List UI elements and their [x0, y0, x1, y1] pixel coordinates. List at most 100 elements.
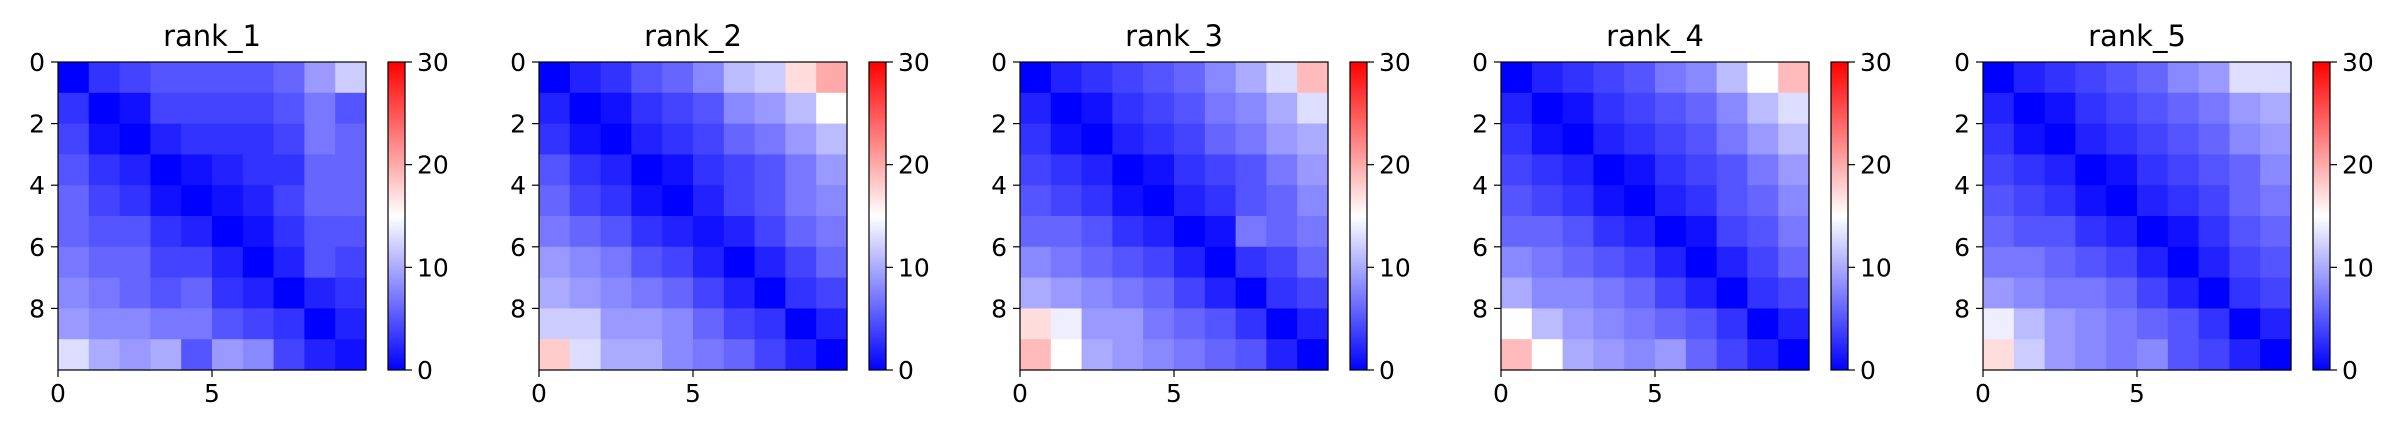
heatmap-cell [569, 154, 602, 186]
heatmap-cell [58, 339, 90, 371]
heatmap-cell [2167, 246, 2200, 279]
heatmap-cell [1655, 308, 1687, 340]
heatmap-cell [600, 308, 632, 340]
heatmap-cell [1624, 339, 1656, 371]
heatmap-cell [1685, 62, 1718, 94]
heatmap-cell [1143, 92, 1175, 125]
heatmap-cell [1143, 308, 1175, 340]
heatmap-cell [2137, 246, 2169, 279]
heatmap-cell [1501, 308, 1533, 340]
y-tick-label: 8 [1472, 294, 1488, 323]
heatmap-cell [150, 246, 182, 279]
x-tick-label: 5 [1166, 379, 1182, 408]
heatmap-cell [1050, 123, 1083, 155]
heatmap-cell [2075, 246, 2107, 279]
colorbar [1350, 62, 1367, 370]
heatmap-cell [88, 246, 121, 279]
heatmap-cell [693, 216, 725, 248]
heatmap-cell [1624, 216, 1656, 248]
colorbar [388, 62, 405, 370]
heatmap-cell [1204, 277, 1237, 309]
heatmap-cell [273, 216, 305, 248]
heatmap-cell [1531, 62, 1564, 94]
heatmap-cell [304, 308, 336, 340]
heatmap-cell [2075, 154, 2107, 186]
heatmap-cell [539, 92, 571, 125]
y-tick-label: 2 [1472, 110, 1488, 139]
heatmap-cell [539, 154, 571, 186]
heatmap-cell [1143, 246, 1175, 279]
heatmap-cell [88, 308, 121, 340]
heatmap-cell [631, 216, 663, 248]
heatmap-cell [212, 185, 244, 217]
heatmap-cell [1266, 246, 1298, 279]
heatmap-cell [1531, 123, 1564, 155]
heatmap-cell [1081, 339, 1113, 371]
heatmap-cell [693, 154, 725, 186]
colorbar-tick-label: 30 [2342, 48, 2374, 77]
heatmap-cell [1562, 308, 1594, 340]
heatmap-cell [1531, 277, 1564, 309]
heatmap-cell [2198, 216, 2230, 248]
heatmap-cell [1235, 92, 1267, 125]
heatmap-cell [693, 339, 725, 371]
heatmap-cell [1112, 339, 1144, 371]
heatmap-cell [1531, 246, 1564, 279]
heatmap-cell [2229, 308, 2261, 340]
heatmap-title: rank_1 [163, 19, 261, 53]
heatmap-cell [2167, 339, 2200, 371]
heatmap-cell [785, 62, 817, 94]
heatmap-cell [569, 185, 602, 217]
heatmap-cell [1593, 339, 1625, 371]
x-tick-label: 0 [1012, 379, 1028, 408]
heatmap-cell [1174, 92, 1206, 125]
heatmap-cell [212, 154, 244, 186]
heatmap-cell [1562, 277, 1594, 309]
heatmap-cell [335, 246, 367, 279]
heatmap-cell [2013, 216, 2046, 248]
heatmap-cell [1112, 62, 1144, 94]
heatmap-cell [2229, 339, 2261, 371]
heatmap-cell [2044, 92, 2076, 125]
heatmap-cell [273, 308, 305, 340]
y-tick-label: 0 [510, 48, 526, 77]
heatmap-cell [723, 277, 756, 309]
heatmap-cell [1655, 123, 1687, 155]
heatmap-cell [631, 246, 663, 279]
heatmap-cell [1624, 62, 1656, 94]
heatmap-cell [181, 339, 213, 371]
heatmap-cell [2167, 277, 2200, 309]
heatmap-cell [181, 277, 213, 309]
heatmap-cell [1143, 185, 1175, 217]
heatmap-cell [304, 62, 336, 94]
heatmap-cell [1747, 62, 1779, 94]
heatmap-cell [816, 246, 848, 279]
heatmap-cell [662, 277, 694, 309]
heatmap-cell [1716, 62, 1748, 94]
heatmap-cell [1983, 308, 2015, 340]
heatmap-cell [2260, 308, 2292, 340]
y-tick-label: 6 [1472, 233, 1488, 262]
heatmap-cell [662, 185, 694, 217]
heatmap-cell [631, 92, 663, 125]
heatmap-cell [1501, 62, 1533, 94]
heatmap-cell [119, 185, 151, 217]
heatmap-cell [600, 185, 632, 217]
heatmap-cell [335, 308, 367, 340]
heatmap-cell [1501, 123, 1533, 155]
heatmap-cell [88, 185, 121, 217]
heatmap-cell [1778, 123, 1810, 155]
heatmap-cell [569, 339, 602, 371]
heatmap-cell [242, 246, 275, 279]
heatmap-panel-5: rank_5 0 2 4 6 8 0 5 0 10 20 30 [1954, 19, 2374, 408]
heatmap-cell [539, 339, 571, 371]
heatmap-cell [335, 339, 367, 371]
heatmap-cell [181, 92, 213, 125]
heatmap-cell [304, 277, 336, 309]
heatmap-cell [1081, 154, 1113, 186]
heatmap-cell [58, 246, 90, 279]
heatmap-cell [1174, 185, 1206, 217]
heatmap-cell [304, 185, 336, 217]
heatmap-cell [181, 308, 213, 340]
heatmap-cell [723, 339, 756, 371]
